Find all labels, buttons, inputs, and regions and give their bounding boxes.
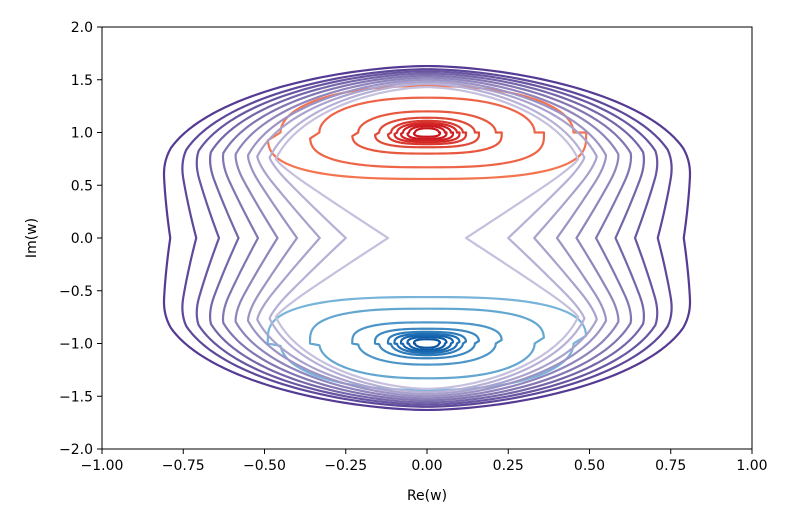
outer-contour-9 (181, 68, 673, 408)
y-tick-label: 0.0 (71, 231, 93, 247)
upper-contour-1 (412, 127, 442, 138)
upper-contour-7 (351, 110, 503, 155)
upper-contour-8 (309, 96, 546, 169)
x-tick-label: −0.25 (324, 458, 367, 474)
y-tick-label: 1.0 (71, 126, 93, 142)
x-tick-label: −0.75 (162, 458, 205, 474)
upper-contour-6 (373, 116, 481, 149)
y-axis-label: Im(w) (24, 218, 40, 258)
lower-contour-8 (308, 307, 545, 380)
x-tick-label: 0.75 (655, 458, 686, 474)
lower-contour-7 (351, 321, 503, 366)
outer-contour-1 (274, 86, 580, 390)
upper-contour-4 (393, 121, 461, 144)
y-tick-label: 2.0 (71, 20, 93, 36)
upper-contour-3 (399, 123, 455, 142)
outer-contour-10 (162, 64, 692, 412)
y-tick-label: 1.5 (71, 73, 93, 89)
upper-contour-2 (406, 125, 448, 140)
x-tick-label: 0.25 (493, 458, 524, 474)
x-axis-label: Re(w) (407, 488, 447, 504)
outer-contour-5 (234, 76, 620, 400)
outer-contour-4 (246, 78, 608, 398)
contour-lines (162, 64, 692, 412)
lower-contour-4 (393, 332, 461, 355)
x-tick-label: 1.00 (736, 458, 767, 474)
lower-contour-6 (373, 327, 481, 360)
x-axis-ticks: −1.00 −0.75 −0.50 −0.25 0.00 0.25 0.50 0.75 1.00 (81, 449, 768, 474)
outer-contour-7 (208, 72, 646, 404)
outer-contour-2 (268, 82, 586, 394)
outer-contour-6 (221, 74, 633, 402)
plot-area (101, 26, 753, 450)
x-tick-label: −1.00 (81, 458, 124, 474)
lower-contour-3 (399, 334, 455, 353)
x-tick-label: −0.50 (243, 458, 286, 474)
y-axis-ticks: 2.0 1.5 1.0 0.5 0.0 −0.5 −1.0 −1.5 −2.0 (59, 20, 102, 458)
y-tick-label: −2.0 (59, 442, 93, 458)
lower-contour-2 (406, 336, 448, 351)
y-tick-label: −0.5 (59, 284, 93, 300)
y-tick-label: −1.5 (59, 389, 93, 405)
y-tick-label: −1.0 (59, 337, 93, 353)
x-tick-label: 0.50 (574, 458, 605, 474)
outer-contour-3 (256, 80, 598, 396)
upper-contour-5 (386, 119, 468, 146)
lower-contour-1 (412, 338, 442, 349)
lower-contour-5 (386, 330, 468, 357)
y-tick-label: 0.5 (71, 178, 93, 194)
x-tick-label: 0.00 (411, 458, 442, 474)
outer-contour-8 (195, 70, 659, 406)
